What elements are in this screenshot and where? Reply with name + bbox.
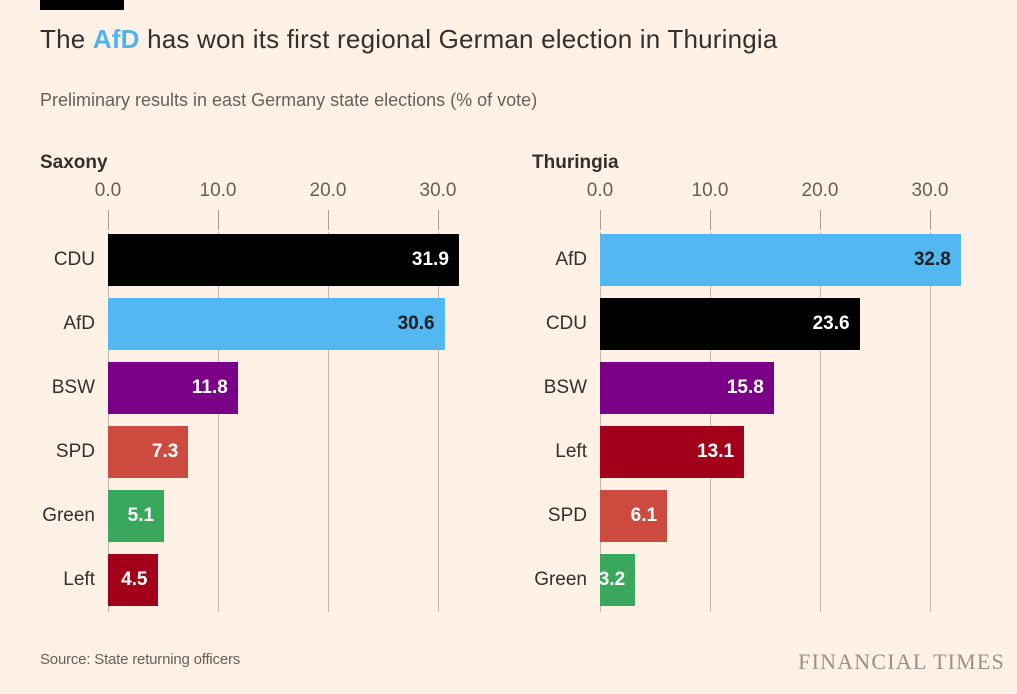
bar-value-left: 4.5 — [121, 569, 148, 590]
chart-saxony: Saxony 0.0 10.0 20.0 30.0 CDU 31.9 AfD 30.6 BSW… — [40, 148, 500, 618]
party-label-left: Left — [555, 441, 587, 462]
bar-value-green: 3.2 — [598, 569, 626, 590]
bar-row-bsw: BSW 11.8 — [52, 362, 484, 414]
bar-bsw: 15.8 — [600, 362, 774, 414]
bar-row-spd: SPD 6.1 — [548, 490, 976, 542]
chart-heading-saxony: Saxony — [40, 152, 108, 173]
x-axis-tick-mark — [710, 210, 711, 230]
plot-area-thuringia: AfD 32.8 CDU 23.6 BSW 15.8 Left 13.1 SPD 6.1 Green… — [534, 232, 976, 612]
party-label-afd: AfD — [555, 249, 587, 270]
x-axis-tick-label: 20.0 — [801, 180, 839, 201]
party-label-afd: AfD — [63, 313, 95, 334]
bar-green: 3.2 — [598, 554, 636, 606]
bar-green: 5.1 — [108, 490, 165, 542]
bar-row-cdu: CDU 31.9 — [54, 234, 484, 286]
title-highlight-afd: AfD — [92, 24, 140, 54]
gridline — [438, 232, 439, 612]
x-axis-tick-label: 0.0 — [94, 180, 122, 201]
x-axis-tick-mark — [930, 210, 931, 230]
bar-value-green: 5.1 — [127, 505, 155, 526]
party-label-green: Green — [42, 505, 95, 526]
bar-row-afd: AfD 30.6 — [63, 298, 484, 350]
x-axis-tick-mark — [600, 210, 601, 230]
x-axis-tick-mark — [108, 210, 109, 230]
plot-area-saxony: CDU 31.9 AfD 30.6 BSW 11.8 SPD 7.3 Green 5.1 Left 4… — [42, 232, 484, 612]
gridline — [600, 232, 601, 612]
x-axis-tick-mark — [328, 210, 329, 230]
financial-times-logo: FINANCIAL TIMES — [798, 649, 1005, 674]
ft-black-tab — [40, 0, 124, 10]
party-label-bsw: BSW — [51, 377, 95, 398]
gridline — [710, 232, 711, 612]
chart-heading-thuringia: Thuringia — [532, 152, 619, 173]
x-axis-tick-label: 0.0 — [586, 180, 614, 201]
bar-afd: 30.6 — [108, 298, 445, 350]
x-axis-tick-mark — [438, 210, 439, 230]
party-label-left: Left — [63, 569, 95, 590]
bar-bsw: 11.8 — [108, 362, 238, 414]
x-axis-thuringia: 0.0 10.0 20.0 30.0 — [532, 148, 992, 232]
bar-value-cdu: 31.9 — [411, 249, 449, 270]
party-label-spd: SPD — [55, 441, 95, 462]
title-post: has won its first regional German electi… — [139, 24, 778, 54]
x-axis-tick-label: 10.0 — [199, 180, 237, 201]
bar-value-left: 13.1 — [697, 441, 735, 462]
bar-row-green: Green 5.1 — [42, 490, 484, 542]
chart-title: The AfD has won its first regional Germa… — [40, 24, 970, 55]
bar-value-spd: 6.1 — [630, 505, 658, 526]
source-text: Source: State returning officers — [40, 651, 241, 668]
bar-value-spd: 7.3 — [151, 441, 179, 462]
party-label-bsw: BSW — [543, 377, 587, 398]
gridline — [328, 232, 329, 612]
bar-spd: 7.3 — [108, 426, 189, 478]
bar-row-bsw: BSW 15.8 — [544, 362, 976, 414]
x-axis-tick-label: 10.0 — [691, 180, 729, 201]
x-axis-tick-label: 30.0 — [911, 180, 949, 201]
x-axis-tick-label: 20.0 — [309, 180, 347, 201]
bar-cdu: 31.9 — [108, 234, 459, 286]
party-label-cdu: CDU — [545, 313, 587, 334]
title-pre: The — [40, 24, 93, 54]
bar-row-left: Left 4.5 — [63, 554, 484, 606]
party-label-spd: SPD — [547, 505, 587, 526]
bar-row-green: Green 3.2 — [534, 554, 976, 606]
gridline — [108, 232, 109, 612]
gridline — [820, 232, 821, 612]
gridline — [218, 232, 219, 612]
bar-row-afd: AfD 32.8 — [555, 234, 976, 286]
bar-value-cdu: 23.6 — [812, 313, 850, 334]
x-axis-tick-mark — [820, 210, 821, 230]
bar-cdu: 23.6 — [600, 298, 860, 350]
bar-left: 4.5 — [108, 554, 158, 606]
bar-value-afd: 32.8 — [913, 249, 951, 270]
bar-left: 13.1 — [600, 426, 745, 478]
bar-value-bsw: 11.8 — [191, 377, 228, 398]
x-axis-tick-mark — [218, 210, 219, 230]
x-axis-tick-label: 30.0 — [419, 180, 457, 201]
bar-spd: 6.1 — [600, 490, 668, 542]
chart-thuringia: Thuringia 0.0 10.0 20.0 30.0 AfD 32.8 CDU 23.6… — [532, 148, 992, 618]
x-axis-saxony: 0.0 10.0 20.0 30.0 — [40, 148, 500, 232]
bar-value-afd: 30.6 — [397, 313, 435, 334]
chart-subtitle: Preliminary results in east Germany stat… — [40, 90, 538, 110]
party-label-cdu: CDU — [53, 249, 95, 270]
bar-row-spd: SPD 7.3 — [56, 426, 484, 478]
bar-row-left: Left 13.1 — [555, 426, 976, 478]
gridline — [930, 232, 931, 612]
party-label-green: Green — [534, 569, 587, 590]
bar-value-bsw: 15.8 — [726, 377, 764, 398]
bar-row-cdu: CDU 23.6 — [546, 298, 976, 350]
bar-afd: 32.8 — [600, 234, 961, 286]
